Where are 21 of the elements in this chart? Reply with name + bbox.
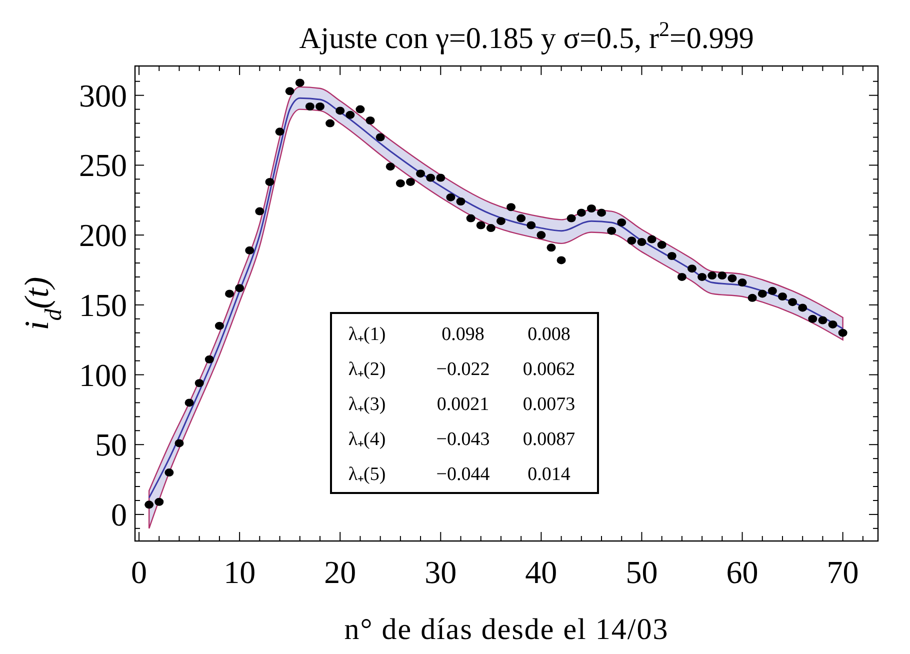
y-tick-label: 200 (79, 217, 127, 254)
y-tick-label: 300 (79, 77, 127, 114)
x-axis-title: n° de días desde el 14/03 (344, 613, 669, 646)
y-tick-label: 0 (111, 496, 127, 532)
text: λ₊(1) 0.098 0.008 (348, 324, 570, 345)
x-tick-label: 40 (525, 554, 558, 590)
x-tick-label: 60 (726, 554, 758, 590)
x-tick-label: 70 (826, 554, 859, 590)
y-tick-label: 150 (79, 286, 127, 323)
x-tick-label: 50 (626, 554, 658, 590)
text: λ₊(3) 0.0021 0.0073 (348, 394, 576, 415)
text: λ₊(2) −0.022 0.0062 (348, 359, 576, 380)
x-tick-label: 20 (324, 554, 356, 590)
x-tick-label: 30 (424, 554, 457, 590)
text: λ₊(4) −0.043 0.0087 (348, 429, 576, 450)
text: λ₊(5) −0.044 0.014 (348, 464, 570, 485)
y-tick-label: 50 (95, 426, 127, 463)
x-tick-label: 10 (224, 554, 256, 590)
y-tick-label: 250 (79, 147, 127, 184)
chart-title: Ajuste con γ=0.185 y σ=0.5, r$^{2}$=0.999 (299, 17, 754, 55)
y-tick-label: 100 (79, 356, 127, 393)
